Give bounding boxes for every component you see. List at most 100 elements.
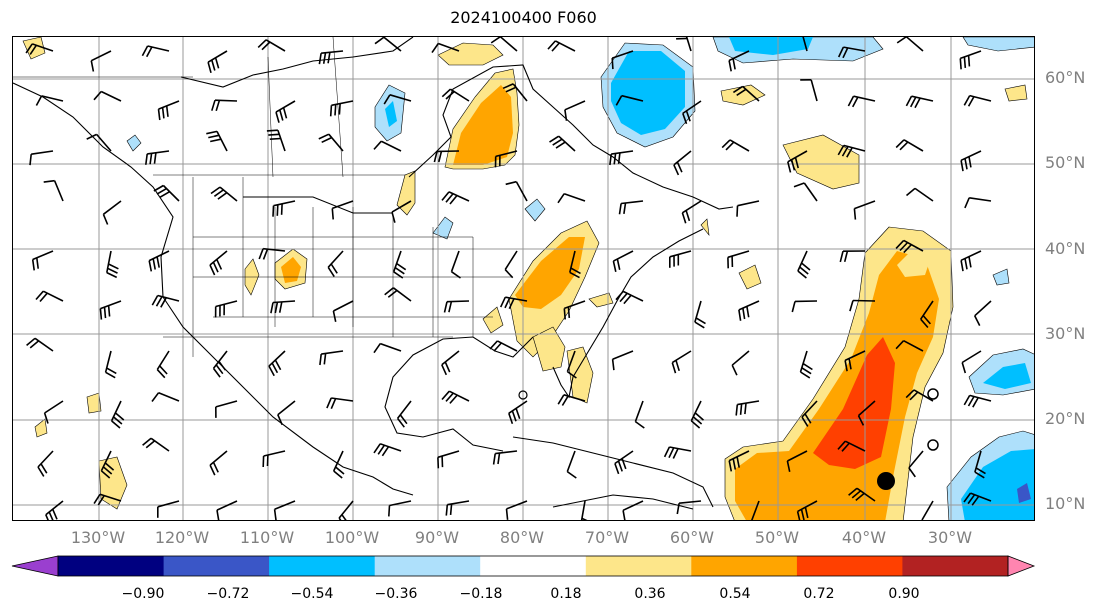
wind-barb-feather bbox=[563, 308, 566, 320]
wind-barb-staff bbox=[960, 150, 982, 162]
wind-barb-staff bbox=[905, 37, 924, 52]
wind-barb-feather bbox=[499, 296, 507, 308]
wind-barb-feather bbox=[159, 365, 168, 375]
wind-barb-feather bbox=[45, 514, 49, 520]
wind-barb-feather bbox=[373, 443, 381, 454]
wind-barb-feather bbox=[431, 43, 439, 54]
wind-barb-feather bbox=[623, 294, 632, 305]
wind-barb-feather bbox=[960, 160, 964, 172]
wind-barb-feather bbox=[209, 264, 216, 276]
wind-barb-feather bbox=[272, 205, 275, 217]
lon-label-70: 70°W bbox=[584, 528, 630, 547]
wind-barb-feather bbox=[791, 301, 796, 313]
wind-barb-feather bbox=[694, 321, 705, 329]
wind-barb-feather bbox=[728, 460, 733, 472]
wind-barb-staff bbox=[563, 192, 586, 202]
wind-barb-feather bbox=[93, 90, 102, 101]
wind-barb-feather bbox=[673, 164, 680, 176]
wind-barb-feather bbox=[106, 271, 118, 279]
wind-barb-feather bbox=[497, 452, 501, 465]
map-panel[interactable] bbox=[12, 36, 1035, 521]
wind-barb-feather bbox=[732, 58, 736, 70]
wind-barb-feather bbox=[846, 147, 853, 158]
colorbar-extend-high bbox=[1007, 555, 1036, 577]
lon-label-50: 50°W bbox=[754, 528, 800, 547]
wind-barb-feather bbox=[209, 464, 216, 476]
colorbar-frame bbox=[57, 555, 1009, 577]
lon-label-80: 80°W bbox=[499, 528, 545, 547]
wind-barb-feather bbox=[676, 161, 683, 173]
wind-barb-feather bbox=[623, 202, 627, 215]
wind-barb-feather bbox=[847, 95, 855, 107]
wind-barb-feather bbox=[922, 519, 924, 520]
wind-barb-staff bbox=[621, 94, 644, 102]
wind-barb-staff bbox=[961, 350, 982, 364]
wind-barb-feather bbox=[800, 371, 811, 379]
wind-barb-staff bbox=[277, 400, 296, 416]
wind-barb-feather bbox=[905, 95, 913, 107]
wind-barb-feather bbox=[547, 40, 556, 50]
wind-barb-staff bbox=[391, 200, 412, 213]
wind-barb-feather bbox=[802, 362, 813, 371]
wind-barb-feather bbox=[268, 365, 275, 377]
wind-barb-feather bbox=[844, 360, 848, 372]
wind-barb-staff bbox=[383, 37, 402, 52]
wind-barb-feather bbox=[374, 37, 385, 45]
wind-barb-staff bbox=[37, 450, 54, 468]
wind-barb-feather bbox=[857, 415, 865, 426]
wind-barb-feather bbox=[839, 251, 844, 263]
wind-barb-staff bbox=[158, 391, 180, 402]
wind-barb-staff bbox=[622, 290, 644, 302]
wind-barb-staff bbox=[447, 500, 470, 506]
wind-barb-feather bbox=[799, 266, 809, 275]
wind-barb-feather bbox=[160, 297, 167, 308]
wind-barb-staff bbox=[389, 500, 412, 507]
lon-label-40: 40°W bbox=[841, 528, 887, 547]
wind-barb-feather bbox=[622, 510, 626, 520]
wind-barb-feather bbox=[159, 191, 171, 198]
wind-barb-staff bbox=[903, 339, 924, 352]
wind-barb-feather bbox=[837, 46, 845, 58]
wind-barb-feather bbox=[896, 37, 907, 44]
wind-barb-feather bbox=[922, 315, 932, 325]
wind-barb-feather bbox=[105, 371, 116, 379]
wind-barb-feather bbox=[899, 141, 909, 151]
wind-barb-staff bbox=[34, 337, 54, 352]
wind-barb-feather bbox=[441, 88, 451, 98]
wind-barb-feather bbox=[964, 258, 968, 270]
wind-barb-feather bbox=[967, 96, 975, 107]
wind-barb-staff bbox=[438, 42, 460, 52]
wind-barb-feather bbox=[682, 113, 688, 125]
wind-barb-feather bbox=[441, 390, 450, 401]
wind-barb-feather bbox=[841, 442, 850, 452]
colorbar-tick: 0.18 bbox=[550, 586, 582, 602]
colorbar-segment bbox=[480, 556, 587, 576]
wind-barb-staff bbox=[380, 140, 402, 152]
wind-barb-feather bbox=[335, 466, 345, 475]
wind-barb-feather bbox=[157, 109, 161, 121]
wind-barb-feather bbox=[566, 370, 577, 379]
wind-barb-feather bbox=[215, 100, 221, 112]
wind-barb-feather bbox=[721, 139, 731, 149]
wind-barb-feather bbox=[156, 256, 160, 268]
wind-barb-staff bbox=[272, 300, 296, 304]
wind-barb-staff bbox=[852, 299, 876, 302]
wind-barb-feather bbox=[156, 187, 167, 195]
wind-barb-staff bbox=[332, 200, 354, 210]
wind-barb-staff bbox=[903, 139, 924, 152]
wind-barb-feather bbox=[841, 146, 849, 157]
wind-barb-feather bbox=[614, 463, 620, 475]
wind-barb-feather bbox=[210, 186, 221, 195]
lon-label-110: 110°W bbox=[239, 528, 295, 547]
wind-barb-feather bbox=[211, 99, 216, 111]
wind-barb-feather bbox=[43, 179, 55, 183]
wind-barb-feather bbox=[851, 490, 862, 499]
wind-barb-staff bbox=[32, 250, 54, 261]
wind-barb-feather bbox=[104, 462, 115, 471]
wind-barb-staff bbox=[787, 450, 808, 462]
wind-barb-staff bbox=[448, 191, 470, 202]
wind-barb-staff bbox=[263, 450, 286, 457]
colorbar-segment bbox=[902, 556, 1009, 576]
wind-barb-feather bbox=[508, 413, 514, 424]
wind-barb-feather bbox=[445, 504, 449, 516]
